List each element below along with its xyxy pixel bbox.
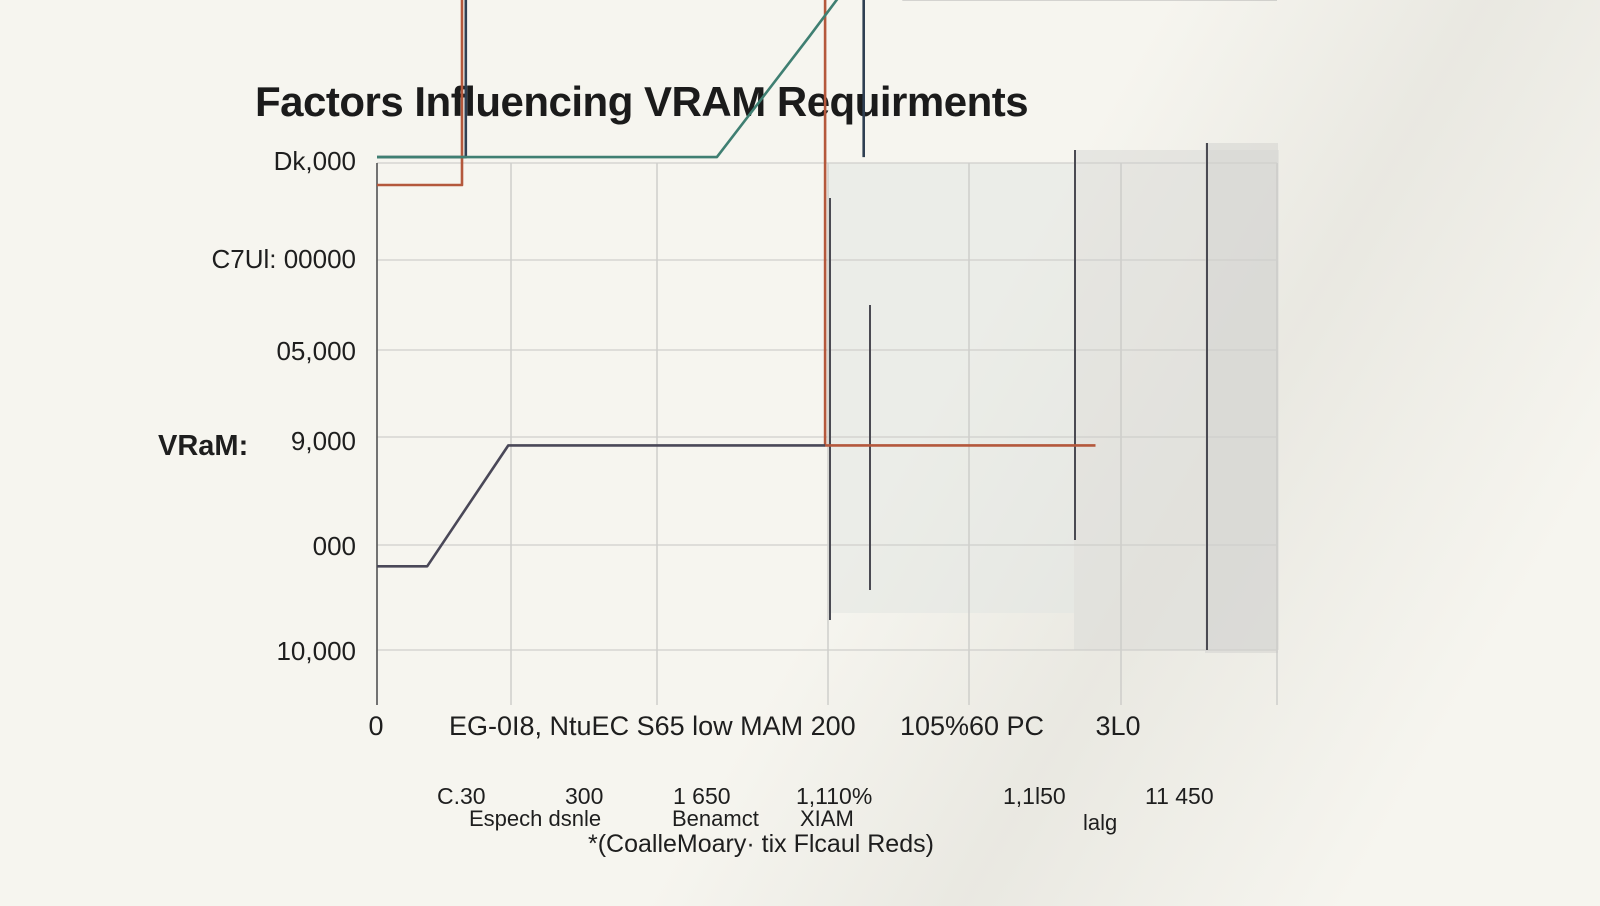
y-tick-label: 10,000 xyxy=(276,636,356,666)
x-tick-label: 3L0 xyxy=(1095,711,1140,741)
x-tick-label: Benamct xyxy=(672,806,759,831)
series-line-1 xyxy=(377,0,865,159)
x-tick-label: 1,110% xyxy=(796,783,872,809)
chart-title: Factors Influencing VRAM Requirments xyxy=(255,78,1029,125)
series-group xyxy=(377,0,1277,568)
x-tick-label: lalg xyxy=(1083,810,1117,835)
y-tick-label: C7Ul: 00000 xyxy=(211,244,356,274)
y-tick-label: Dk,000 xyxy=(274,146,356,176)
x-tick-labels: 0 EG-0I8, NtuEC S65 low MAM 200 105%60 PC 3… xyxy=(368,711,1213,835)
x-tick-label: Espech dsnle xyxy=(469,806,601,831)
x-tick-label: XIAM xyxy=(800,806,854,831)
grid-lines xyxy=(376,143,1278,705)
series-line-3 xyxy=(377,0,839,159)
x-tick-label: 0 xyxy=(368,711,383,741)
x-tick-label: C.30 xyxy=(437,783,486,809)
x-tick-label: EG-0I8, NtuEC S65 low MAM 200 xyxy=(449,711,856,741)
series-line-4 xyxy=(377,444,826,568)
x-tick-label: 300 xyxy=(565,783,603,809)
y-axis-label: VRaM: xyxy=(158,430,248,462)
y-tick-label: 000 xyxy=(313,531,356,561)
shaded-region xyxy=(1205,143,1278,653)
y-tick-labels: Dk,000 C7Ul: 00000 05,000 9,000 000 10,000 xyxy=(211,146,356,666)
x-tick-label: 1,1l50 xyxy=(1003,783,1066,809)
y-tick-label: 05,000 xyxy=(276,336,356,366)
x-axis-label: *(CoalleMoary· tix Flcaul Reds) xyxy=(588,830,934,858)
series-line-2 xyxy=(377,0,1096,447)
y-tick-label: 9,000 xyxy=(291,426,356,456)
x-tick-label: 11 450 xyxy=(1145,783,1214,809)
x-tick-label: 105%60 PC xyxy=(900,711,1044,741)
x-tick-label: 1 650 xyxy=(673,783,731,809)
